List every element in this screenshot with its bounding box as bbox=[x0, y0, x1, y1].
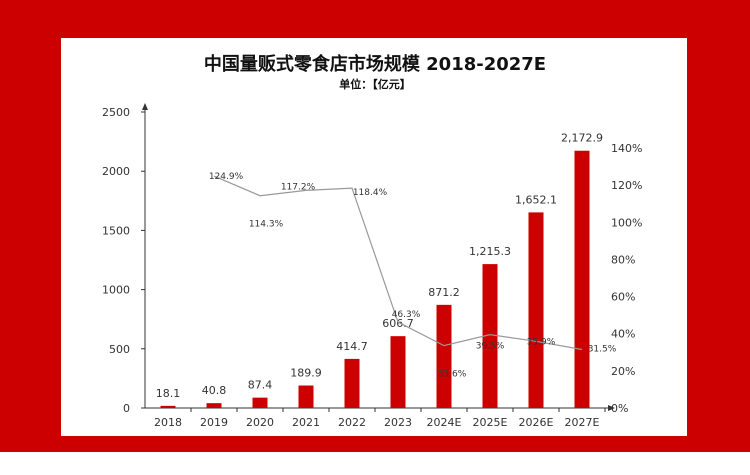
chart-subtitle: 单位：【亿元】 bbox=[339, 78, 411, 91]
y-right-tick-label: 120% bbox=[611, 179, 642, 192]
bar-value-label: 87.4 bbox=[248, 379, 273, 392]
bottom-band bbox=[0, 452, 750, 475]
x-tick-label: 2021 bbox=[292, 416, 320, 429]
bar bbox=[344, 358, 360, 408]
y-right-tick-label: 140% bbox=[611, 142, 642, 155]
x-tick-label: 2022 bbox=[338, 416, 366, 429]
bar bbox=[436, 304, 452, 408]
growth-rate-label: 46.3% bbox=[392, 310, 421, 320]
y-right-tick-label: 0% bbox=[611, 402, 628, 415]
x-axis-arrow bbox=[608, 405, 615, 411]
y-left-tick-label: 500 bbox=[109, 343, 130, 356]
bar-value-label: 1,652.1 bbox=[515, 193, 557, 206]
bar bbox=[528, 212, 544, 408]
bar-value-label: 871.2 bbox=[428, 286, 460, 299]
y-left-tick-label: 1000 bbox=[102, 284, 130, 297]
x-tick-label: 2018 bbox=[154, 416, 182, 429]
x-tick-label: 2025E bbox=[473, 416, 508, 429]
bar-value-label: 606.7 bbox=[382, 317, 414, 330]
bar bbox=[206, 403, 222, 408]
growth-rate-label: 39.5% bbox=[476, 342, 505, 352]
y-right-tick-label: 80% bbox=[611, 253, 635, 266]
bar-value-label: 18.1 bbox=[156, 387, 181, 400]
growth-rate-label: 118.4% bbox=[353, 188, 388, 198]
growth-rate-label: 33.6% bbox=[438, 370, 467, 380]
x-tick-label: 2020 bbox=[246, 416, 274, 429]
y-right-tick-label: 40% bbox=[611, 328, 635, 341]
growth-rate-label: 114.3% bbox=[249, 220, 284, 230]
x-tick-label: 2019 bbox=[200, 416, 228, 429]
bar bbox=[252, 397, 268, 408]
y-right-tick-label: 20% bbox=[611, 365, 635, 378]
bar-value-label: 1,215.3 bbox=[469, 245, 511, 258]
growth-rate-label: 35.9% bbox=[527, 337, 556, 347]
bar-value-label: 2,172.9 bbox=[561, 132, 603, 145]
x-tick-label: 2026E bbox=[519, 416, 554, 429]
bar bbox=[298, 385, 314, 408]
growth-rate-label: 124.9% bbox=[209, 172, 244, 182]
y-left-tick-label: 2000 bbox=[102, 165, 130, 178]
bar bbox=[390, 336, 406, 408]
bar-value-label: 189.9 bbox=[290, 367, 322, 380]
bar-value-label: 414.7 bbox=[336, 340, 368, 353]
growth-rate-label: 31.5% bbox=[588, 345, 617, 355]
y-left-tick-label: 1500 bbox=[102, 224, 130, 237]
x-tick-label: 2023 bbox=[384, 416, 412, 429]
bar bbox=[160, 405, 176, 408]
bar-value-label: 40.8 bbox=[202, 384, 227, 397]
growth-rate-label: 117.2% bbox=[281, 182, 316, 192]
x-tick-label: 2024E bbox=[427, 416, 462, 429]
y-left-tick-label: 0 bbox=[123, 402, 130, 415]
growth-line bbox=[213, 175, 583, 351]
chart-title: 中国量贩式零食店市场规模 2018-2027E bbox=[203, 54, 547, 75]
bar bbox=[482, 264, 498, 408]
y-right-tick-label: 100% bbox=[611, 216, 642, 229]
y-right-tick-label: 60% bbox=[611, 291, 635, 304]
x-tick-label: 2027E bbox=[565, 416, 600, 429]
y-axis-left-arrow bbox=[142, 103, 148, 110]
y-left-tick-label: 2500 bbox=[102, 106, 130, 119]
bar bbox=[574, 150, 590, 408]
